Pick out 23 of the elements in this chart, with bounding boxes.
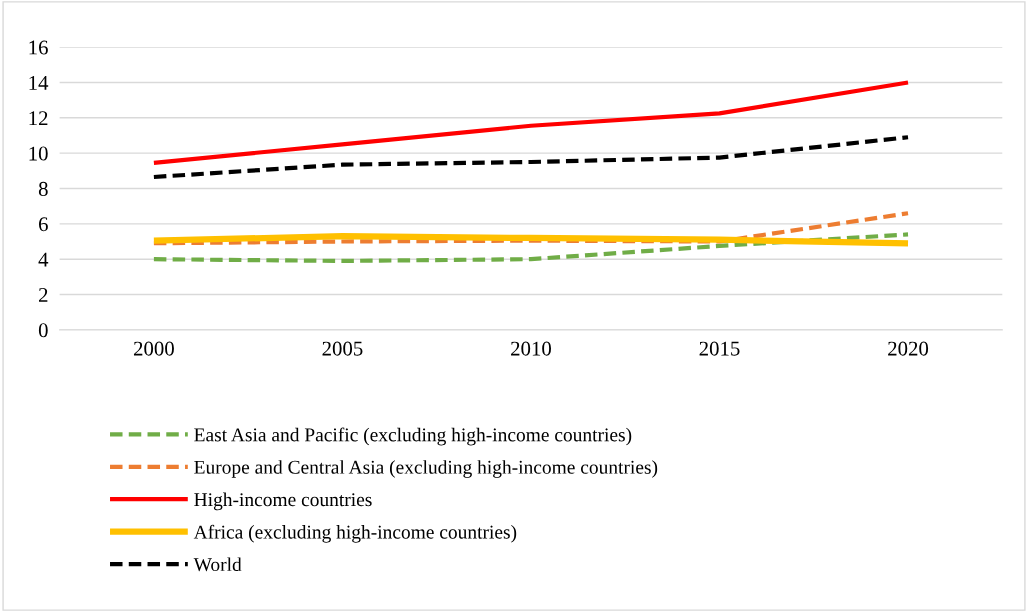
y-tick-label: 14 <box>29 75 49 90</box>
y-tick-label: 12 <box>29 111 48 126</box>
x-tick-label: 2020 <box>888 341 929 356</box>
line-series <box>151 80 911 165</box>
legend-label: High-income countries <box>194 492 372 511</box>
line-series <box>151 211 911 246</box>
x-tick-label: 2015 <box>699 341 740 356</box>
legend-label: Europe and Central Asia (excluding high-income countries) <box>194 460 658 478</box>
y-tick-label: 8 <box>38 181 48 196</box>
line-series <box>151 135 911 180</box>
legend-label: World <box>193 557 242 572</box>
legend-label: East Asia and Pacific (excluding high-income countries) <box>194 427 632 446</box>
y-tick-label: 0 <box>38 323 48 338</box>
legend-label: Africa (excluding high-income countries) <box>193 524 517 543</box>
y-tick-label: 4 <box>38 252 49 267</box>
y-tick-label: 16 <box>29 40 48 55</box>
y-tick-label: 6 <box>38 217 48 232</box>
y-tick-label: 2 <box>39 287 48 302</box>
line-series <box>151 232 911 264</box>
x-tick-label: 2005 <box>322 341 363 356</box>
x-tick-label: 2010 <box>511 341 551 356</box>
x-tick-label: 2000 <box>133 341 174 356</box>
y-tick-label: 10 <box>29 146 48 161</box>
